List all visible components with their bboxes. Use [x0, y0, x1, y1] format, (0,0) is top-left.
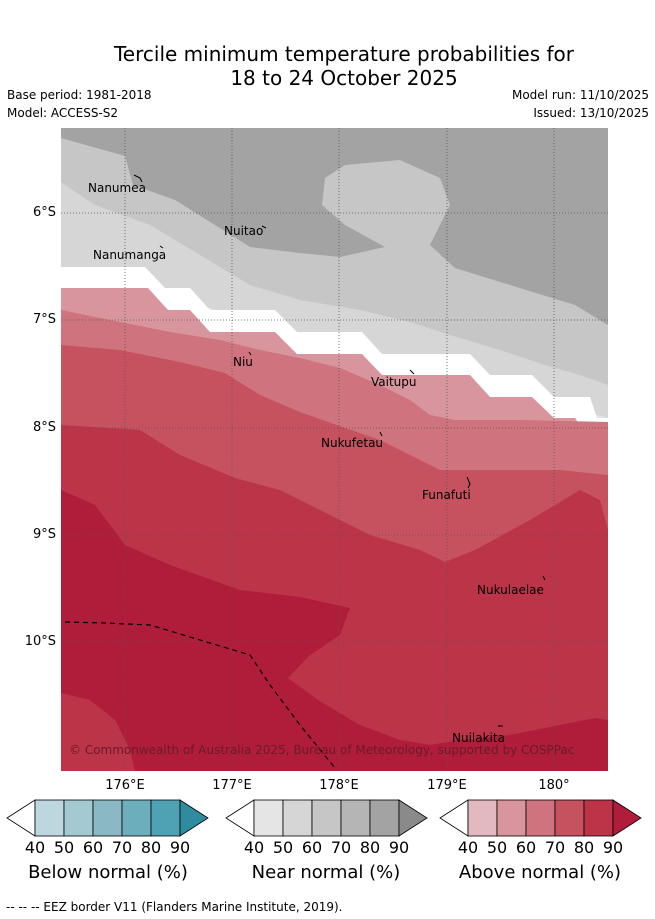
copyright-notice: © Commonwealth of Australia 2025, Bureau… — [69, 743, 575, 757]
near-colorbar-segment — [253, 799, 284, 837]
colorbar-below-normal — [6, 799, 209, 837]
tick-near-40: 40 — [243, 838, 265, 857]
tick-near-60: 60 — [301, 838, 323, 857]
lon-label-180: 180° — [538, 778, 570, 793]
above-colorbar-segment — [554, 799, 585, 837]
lat-label-10s: 10°S — [24, 634, 56, 649]
place-nanumanga: Nanumanga — [93, 248, 167, 262]
place-funafuti: Funafuti — [422, 488, 471, 502]
tick-above-90: 90 — [602, 838, 624, 857]
tick-below-60: 60 — [82, 838, 104, 857]
colorbar-near-normal — [225, 799, 428, 837]
below-normal-label: Below normal (%) — [28, 862, 188, 883]
below-colorbar-overflow — [179, 799, 209, 837]
above-normal-80-region — [61, 490, 608, 771]
tick-above-50: 50 — [486, 838, 508, 857]
lat-label-8s: 8°S — [32, 420, 56, 435]
tick-below-50: 50 — [53, 838, 75, 857]
above-colorbar-segment — [467, 799, 498, 837]
place-nuilakita: Nuilakita — [452, 731, 505, 745]
place-nanumea: Nanumea — [88, 181, 146, 195]
tick-near-90: 90 — [388, 838, 410, 857]
below-colorbar-segment — [121, 799, 152, 837]
tick-below-80: 80 — [140, 838, 162, 857]
above-colorbar-segment — [525, 799, 556, 837]
above-normal-70-corner-region — [61, 693, 135, 771]
above-colorbar-underflow — [439, 799, 469, 837]
near-colorbar-overflow — [398, 799, 428, 837]
tick-above-40: 40 — [457, 838, 479, 857]
tick-above-70: 70 — [544, 838, 566, 857]
graticule — [61, 128, 608, 771]
above-colorbar-segment — [496, 799, 527, 837]
near-colorbar-segment — [369, 799, 400, 837]
lon-label-176e: 176°E — [105, 778, 145, 793]
tick-above-80: 80 — [573, 838, 595, 857]
tick-near-50: 50 — [272, 838, 294, 857]
above-colorbar-overflow — [612, 799, 642, 837]
below-colorbar-segment — [63, 799, 94, 837]
model-name: Model: ACCESS-S2 — [7, 106, 119, 120]
lat-label-9s: 9°S — [32, 527, 56, 542]
tick-near-80: 80 — [359, 838, 381, 857]
model-run: Model run: 11/10/2025 — [511, 88, 649, 102]
title-line-1: Tercile minimum temperature probabilitie… — [113, 42, 575, 66]
near-colorbar-segment — [282, 799, 313, 837]
tick-below-90: 90 — [169, 838, 191, 857]
near-normal-label: Near normal (%) — [251, 862, 401, 883]
title-line-2: 18 to 24 October 2025 — [230, 66, 458, 90]
place-nukufetau: Nukufetau — [321, 436, 384, 450]
tick-below-40: 40 — [24, 838, 46, 857]
near-colorbar-segment — [340, 799, 371, 837]
below-colorbar-segment — [92, 799, 123, 837]
tick-near-70: 70 — [330, 838, 352, 857]
eez-border-line — [64, 621, 336, 769]
eez-footnote: -- -- -- EEZ border V11 (Flanders Marine… — [6, 900, 343, 914]
below-colorbar-underflow — [6, 799, 36, 837]
place-vaitupu: Vaitupu — [371, 375, 417, 389]
above-colorbar-segment — [583, 799, 614, 837]
near-colorbar-underflow — [225, 799, 255, 837]
place-nuitao: Nuitao — [224, 224, 264, 238]
lat-label-6s: 6°S — [32, 205, 56, 220]
lon-label-178e: 178°E — [319, 778, 359, 793]
island-outlines — [133, 174, 546, 727]
probability-map — [61, 128, 608, 771]
base-period: Base period: 1981-2018 — [7, 88, 152, 102]
above-normal-label: Above normal (%) — [458, 862, 622, 883]
lat-label-7s: 7°S — [32, 312, 56, 327]
below-colorbar-segment — [150, 799, 181, 837]
lon-label-177e: 177°E — [212, 778, 252, 793]
lon-label-179e: 179°E — [427, 778, 467, 793]
below-colorbar-segment — [34, 799, 65, 837]
tick-below-70: 70 — [111, 838, 133, 857]
colorbar-above-normal — [439, 799, 642, 837]
tick-above-60: 60 — [515, 838, 537, 857]
place-niu: Niu — [233, 355, 253, 369]
place-nukulaelae: Nukulaelae — [477, 583, 544, 597]
issued-date: Issued: 13/10/2025 — [533, 106, 649, 120]
near-colorbar-segment — [311, 799, 342, 837]
